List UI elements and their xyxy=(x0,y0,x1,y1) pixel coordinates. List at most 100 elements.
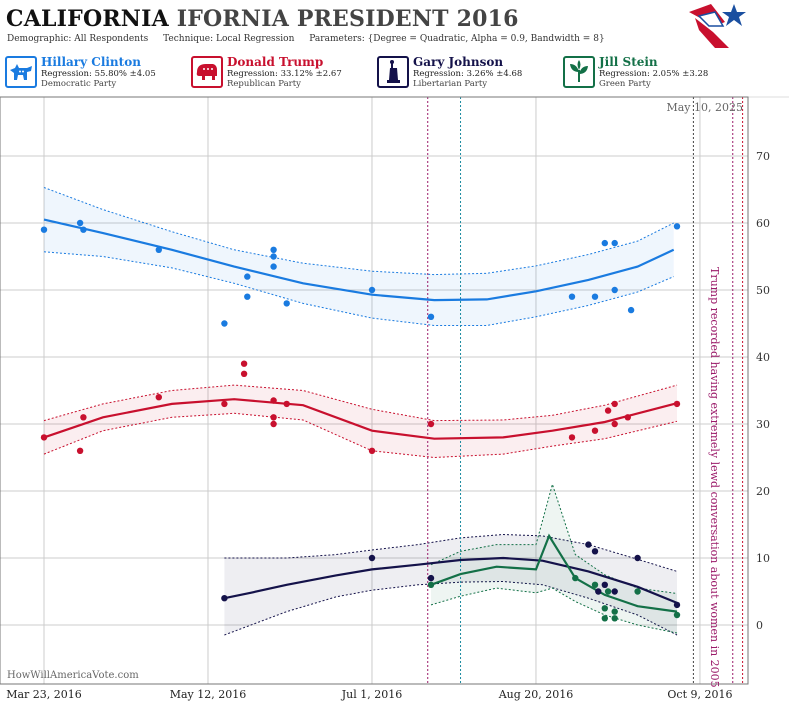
candidate-card-clinton[interactable]: Hillary Clinton Regression: 55.80% ±4.05… xyxy=(3,54,187,92)
poll-point[interactable] xyxy=(601,581,608,588)
logo-star-icon xyxy=(722,4,746,26)
poll-point[interactable] xyxy=(270,420,277,428)
date-stamp: May 10, 2025 xyxy=(666,101,743,114)
event-lines xyxy=(427,97,744,684)
poll-point[interactable] xyxy=(221,595,228,602)
poll-point[interactable] xyxy=(585,541,592,548)
poll-point[interactable] xyxy=(634,554,641,562)
lower-bound-line xyxy=(43,251,674,326)
poll-point[interactable] xyxy=(601,239,608,247)
poll-point[interactable] xyxy=(591,581,599,588)
site-logo[interactable] xyxy=(685,2,747,50)
candidate-card-trump[interactable]: Donald Trump Regression: 33.12% ±2.67 Re… xyxy=(189,54,373,92)
logo-white-band xyxy=(697,11,725,27)
title-state: CALIFORNIA xyxy=(6,6,169,32)
poll-point[interactable] xyxy=(40,226,48,233)
logo-red-swoosh xyxy=(695,18,729,48)
demographic-label: Demographic: All Respondents xyxy=(7,34,149,44)
x-tick-label: May 12, 2016 xyxy=(170,688,247,701)
x-tick-label: Mar 23, 2016 xyxy=(6,688,82,701)
poll-point[interactable] xyxy=(611,239,618,247)
y-tick-label: 20 xyxy=(756,485,770,498)
poll-point[interactable] xyxy=(604,407,612,414)
poll-point[interactable] xyxy=(270,397,277,404)
poll-point[interactable] xyxy=(611,615,618,622)
candidate-name: Donald Trump xyxy=(227,55,324,69)
poll-point[interactable] xyxy=(611,608,618,615)
poll-point[interactable] xyxy=(368,447,376,454)
candidate-regression: Regression: 55.80% ±4.05 xyxy=(41,69,156,79)
poll-point[interactable] xyxy=(155,394,162,401)
chart-grid xyxy=(0,97,748,684)
poll-point[interactable] xyxy=(611,286,618,294)
poll-point[interactable] xyxy=(627,306,635,314)
y-tick-label: 70 xyxy=(756,150,770,163)
poll-point[interactable] xyxy=(270,263,277,270)
poll-point[interactable] xyxy=(673,400,681,408)
y-tick-label: 30 xyxy=(756,418,770,431)
poll-point[interactable] xyxy=(595,588,602,595)
confidence-band xyxy=(44,187,674,326)
poll-point[interactable] xyxy=(611,420,618,428)
poll-point[interactable] xyxy=(80,226,87,233)
candidate-name: Gary Johnson xyxy=(413,55,504,69)
poll-point[interactable] xyxy=(270,246,277,253)
confidence-band xyxy=(44,385,677,458)
plot-frame xyxy=(0,96,749,685)
poll-point[interactable] xyxy=(601,615,608,622)
poll-point[interactable] xyxy=(611,588,618,595)
y-axis-ticks: 0 10 20 30 40 50 60 70 xyxy=(756,150,770,632)
poll-point[interactable] xyxy=(611,400,618,408)
poll-point[interactable] xyxy=(427,313,435,320)
x-tick-label: Oct 9, 2016 xyxy=(667,688,732,701)
lower-bound-line xyxy=(430,587,678,634)
source-credit[interactable]: HowWillAmericaVote.com xyxy=(7,670,139,681)
poll-point[interactable] xyxy=(427,420,435,428)
poll-point[interactable] xyxy=(368,554,376,562)
trend-lines xyxy=(43,218,678,613)
poll-point[interactable] xyxy=(591,293,599,300)
poll-point[interactable] xyxy=(673,601,681,609)
poll-point[interactable] xyxy=(591,548,599,555)
poll-point[interactable] xyxy=(40,434,48,441)
poll-point[interactable] xyxy=(80,414,87,421)
poll-point[interactable] xyxy=(244,273,251,280)
poll-point[interactable] xyxy=(76,447,84,454)
poll-point[interactable] xyxy=(568,293,576,300)
poll-point[interactable] xyxy=(270,253,277,260)
poll-point[interactable] xyxy=(673,223,681,230)
y-tick-label: 60 xyxy=(756,217,770,230)
upper-bound-line xyxy=(43,384,678,422)
poll-point[interactable] xyxy=(427,581,435,588)
candidate-card-johnson[interactable]: Gary Johnson Regression: 3.26% ±4.68 Lib… xyxy=(375,54,559,92)
candidate-party: Republican Party xyxy=(227,79,301,89)
poll-point[interactable] xyxy=(427,574,435,582)
poll-point[interactable] xyxy=(270,414,277,421)
trend-line xyxy=(43,398,678,440)
poll-point[interactable] xyxy=(221,320,228,327)
poll-point[interactable] xyxy=(591,427,599,434)
parameters-bar: Demographic: All Respondents Technique: … xyxy=(7,34,617,44)
poll-point[interactable] xyxy=(624,414,631,421)
poll-point[interactable] xyxy=(283,400,290,408)
poll-point[interactable] xyxy=(568,434,576,441)
poll-point[interactable] xyxy=(601,605,608,612)
poll-point[interactable] xyxy=(244,293,251,300)
poll-point[interactable] xyxy=(76,219,84,227)
poll-point[interactable] xyxy=(673,611,681,619)
poll-point[interactable] xyxy=(283,300,290,307)
candidate-name: Hillary Clinton xyxy=(41,55,141,69)
poll-point[interactable] xyxy=(155,246,162,253)
poll-point[interactable] xyxy=(240,360,248,367)
poll-point[interactable] xyxy=(634,588,641,595)
poll-point[interactable] xyxy=(572,574,579,582)
y-tick-label: 50 xyxy=(756,284,770,297)
leaf-icon xyxy=(563,56,595,88)
poll-point[interactable] xyxy=(604,588,612,595)
poll-point[interactable] xyxy=(221,400,228,408)
poll-point[interactable] xyxy=(240,370,248,377)
poll-point[interactable] xyxy=(368,286,376,294)
y-tick-label: 40 xyxy=(756,351,770,364)
candidate-card-stein[interactable]: Jill Stein Regression: 2.05% ±3.28 Green… xyxy=(561,54,745,92)
